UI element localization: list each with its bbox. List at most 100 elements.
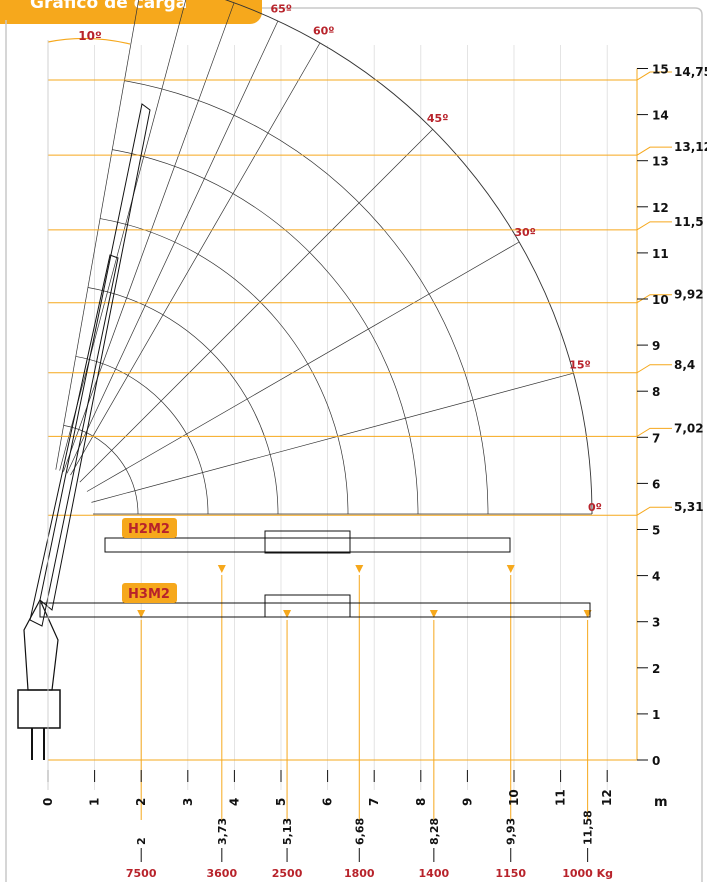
slew-angle-label: 10º	[78, 29, 102, 43]
angle-label: 15º	[569, 359, 591, 372]
y-tick-label: 7	[652, 431, 660, 445]
height-leader	[636, 71, 672, 81]
angle-ray	[70, 42, 321, 476]
x-tick-label: 1	[88, 798, 102, 806]
y-tick-label: 11	[652, 247, 669, 261]
x-tick-label: 8	[414, 798, 428, 806]
height-leader	[636, 146, 672, 156]
angle-ray	[55, 0, 139, 470]
inner-arc	[87, 287, 279, 515]
height-label: 13,12	[674, 140, 707, 154]
height-leader	[636, 221, 672, 231]
height-label: 11,5	[674, 215, 704, 229]
y-tick-label: 14	[652, 109, 669, 123]
outer-arc	[224, 0, 593, 515]
reach-arrow	[429, 610, 438, 618]
reach-label: 5,13	[281, 818, 294, 845]
height-label: 5,31	[674, 500, 704, 514]
reach-arrow	[355, 565, 364, 573]
x-tick-label: 3	[181, 798, 195, 806]
angle-label: 45º	[427, 112, 449, 125]
angle-label: 0º	[588, 501, 602, 514]
x-tick-label: 12	[600, 789, 614, 806]
reach-arrow	[506, 565, 515, 573]
load-label: 1400	[419, 867, 450, 880]
chart-frame	[5, 7, 703, 882]
x-tick-label: 7	[367, 798, 381, 806]
boom-h2m2-ram	[264, 530, 351, 554]
config-badge	[122, 518, 177, 538]
x-tick-label: 5	[274, 798, 288, 806]
radius-arcs	[63, 0, 593, 515]
reach-label: 2	[135, 837, 148, 845]
angle-ray	[66, 20, 279, 474]
load-label: 1000 Kg	[562, 867, 613, 880]
height-label: 14,75	[674, 65, 707, 79]
x-unit-label: m	[654, 795, 668, 810]
slew-arc	[47, 37, 131, 45]
crane-drawing	[17, 103, 591, 760]
load-label: 1800	[344, 867, 375, 880]
angle-ray	[91, 372, 574, 503]
angle-ray	[86, 241, 520, 492]
grid	[47, 45, 608, 790]
height-leader	[636, 364, 672, 374]
boom-80-arm	[29, 254, 119, 627]
labels: 80º75º70º65º60º45º30º15º0º14,7513,1211,5…	[47, 3, 707, 880]
height-leader	[636, 427, 672, 437]
x-tick-label: 11	[554, 789, 568, 806]
config-badge-label: H2M2	[128, 522, 170, 537]
angle-ray	[63, 2, 235, 472]
angle-label: 30º	[514, 226, 536, 239]
height-label: 9,92	[674, 288, 704, 302]
x-tick-label: 9	[460, 798, 474, 806]
y-tick-label: 6	[652, 477, 660, 491]
angle-rays	[55, 0, 592, 515]
y-tick-label: 3	[652, 616, 660, 630]
reach-arrow	[283, 610, 292, 618]
x-tick-label: 6	[321, 798, 335, 806]
reach-arrow	[217, 565, 226, 573]
y-tick-label: 9	[652, 339, 660, 353]
y-tick-label: 1	[652, 708, 660, 722]
angle-ray	[79, 129, 433, 483]
y-tick-label: 0	[652, 754, 660, 768]
y-tick-label: 10	[652, 293, 669, 307]
y-tick-label: 15	[652, 63, 669, 77]
angle-ray	[59, 0, 187, 471]
reach-label: 8,28	[428, 818, 441, 845]
y-tick-label: 12	[652, 201, 669, 215]
reach-label: 3,73	[216, 818, 229, 845]
reach-arrow	[137, 610, 146, 618]
x-tick-label: 0	[41, 798, 55, 806]
boom-h3m2	[39, 602, 591, 618]
reach-label: 11,58	[582, 810, 595, 845]
config-badge-label: H3M2	[128, 587, 170, 602]
y-tick-label: 2	[652, 662, 660, 676]
height-leader	[636, 506, 672, 516]
reach-label: 9,93	[505, 818, 518, 845]
crane-column	[23, 598, 59, 691]
inner-arc	[75, 356, 209, 515]
boom-h3m2-ram	[264, 594, 351, 618]
crane-base	[17, 689, 61, 729]
boom-h2m2	[104, 537, 511, 553]
reach-lines	[137, 565, 592, 862]
y-tick-label: 5	[652, 524, 660, 538]
height-label: 7,02	[674, 421, 704, 435]
title-tab: Gráfico de carga	[0, 0, 262, 24]
inner-arc	[100, 218, 349, 515]
inner-arc	[124, 80, 489, 515]
load-label: 1150	[495, 867, 526, 880]
height-lines	[48, 71, 672, 516]
y-tick-label: 13	[652, 155, 669, 169]
x-tick-label: 4	[227, 798, 241, 806]
angle-label: 60º	[313, 25, 335, 38]
height-leader	[636, 294, 672, 304]
page-title: Gráfico de carga	[30, 0, 188, 13]
angle-label: 65º	[270, 3, 292, 16]
y-tick-label: 4	[652, 570, 660, 584]
